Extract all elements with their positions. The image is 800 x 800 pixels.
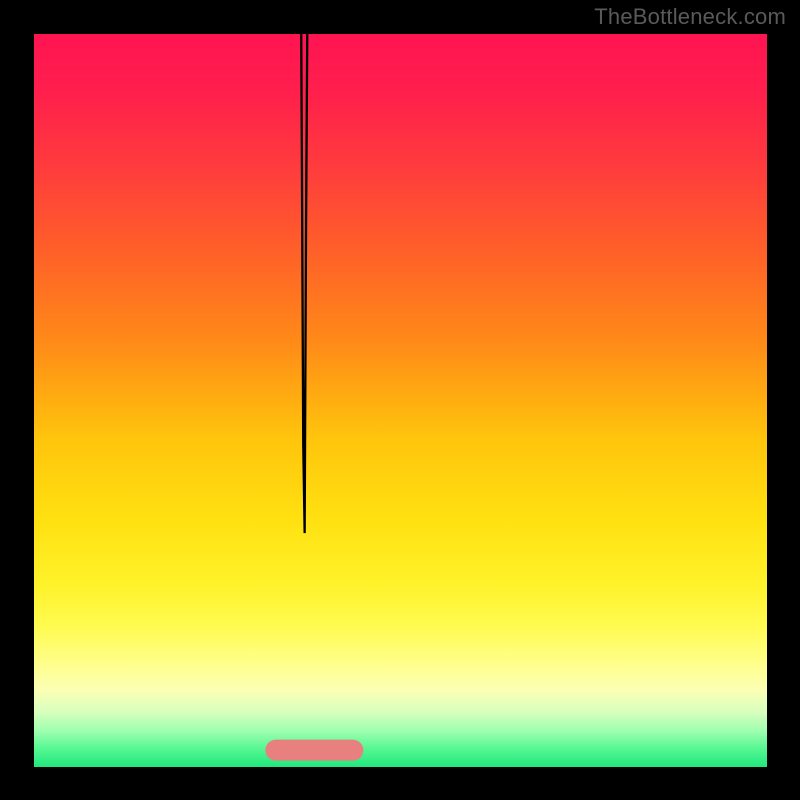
plot-background <box>34 34 767 767</box>
chart-stage: TheBottleneck.com <box>0 0 800 800</box>
watermark-text: TheBottleneck.com <box>594 4 786 30</box>
chart-svg <box>0 0 800 800</box>
